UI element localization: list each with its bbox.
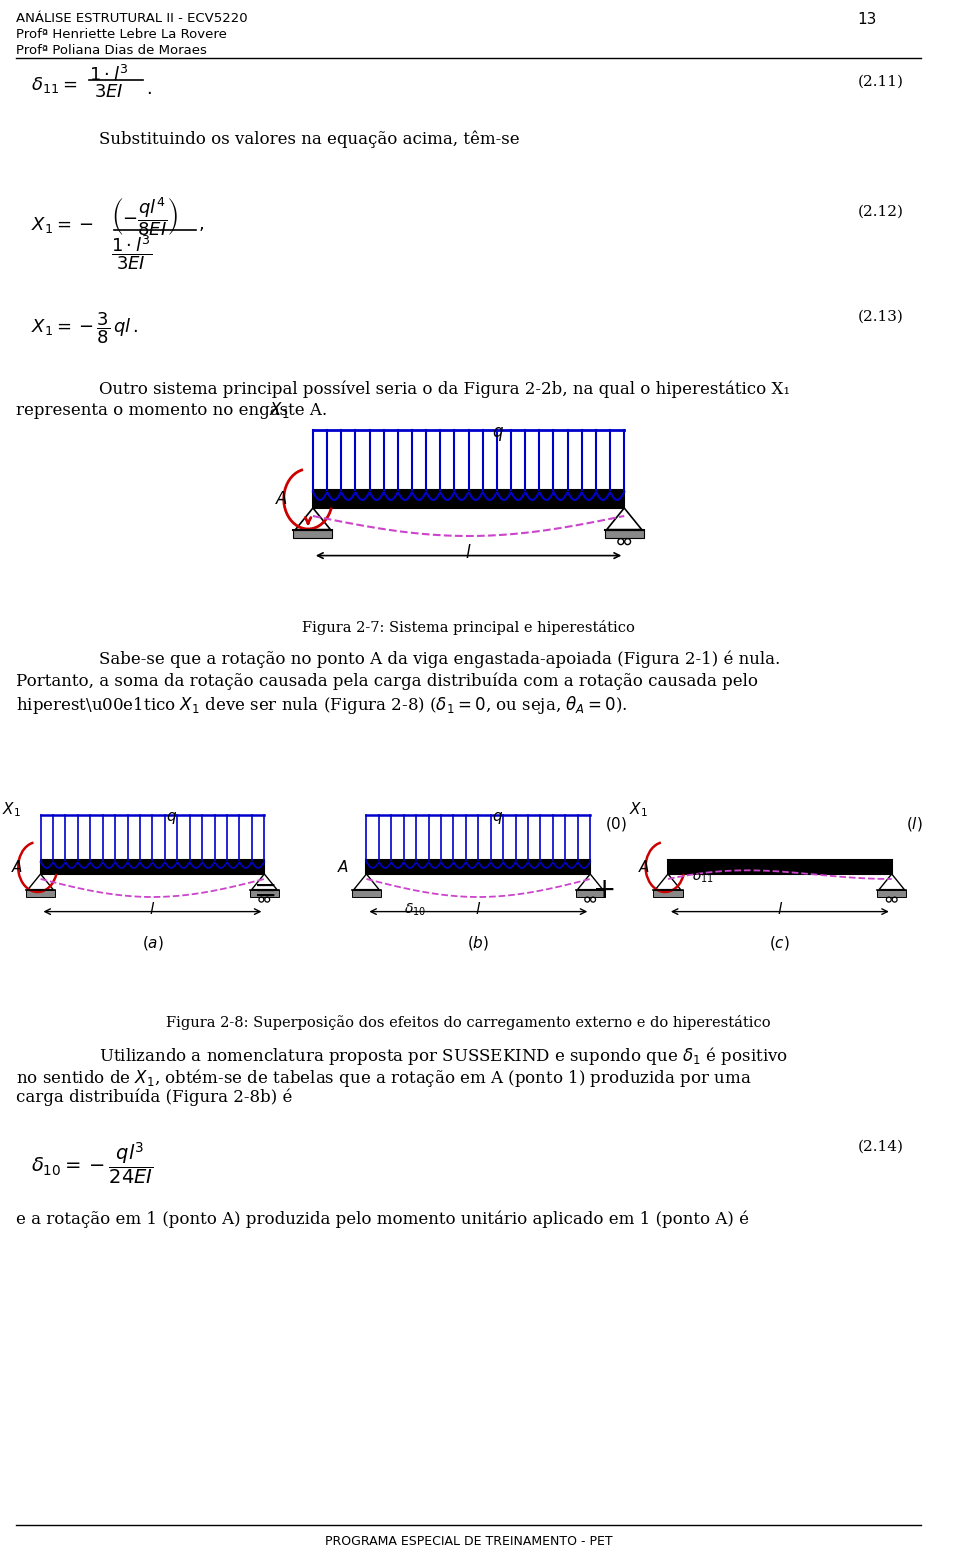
Text: $l$: $l$ xyxy=(475,900,481,917)
Text: e a rotação em 1 (ponto A) produzida pelo momento unitário aplicado em 1 (ponto : e a rotação em 1 (ponto A) produzida pel… xyxy=(16,1210,749,1227)
Text: $(b)$: $(b)$ xyxy=(468,934,490,951)
Text: $q$: $q$ xyxy=(492,425,504,444)
Bar xyxy=(250,889,279,897)
Text: hiperest\u00e1tico $X_1$ deve ser nula (Figura 2-8) ($\delta_1 = 0$, ou seja, $\: hiperest\u00e1tico $X_1$ deve ser nula (… xyxy=(16,694,628,716)
Text: $(c)$: $(c)$ xyxy=(769,934,790,951)
Text: Profª Poliana Dias de Moraes: Profª Poliana Dias de Moraes xyxy=(16,44,207,58)
Text: $\left(-\dfrac{ql^4}{8EI}\right)$: $\left(-\dfrac{ql^4}{8EI}\right)$ xyxy=(110,195,179,238)
Bar xyxy=(367,859,590,873)
Text: $X_1 = -$: $X_1 = -$ xyxy=(31,215,93,235)
Text: $l$: $l$ xyxy=(777,900,783,917)
Text: $q$: $q$ xyxy=(166,810,178,827)
Text: (2.14): (2.14) xyxy=(857,1140,903,1154)
Text: $\dfrac{1 \cdot l^3}{3EI}$: $\dfrac{1 \cdot l^3}{3EI}$ xyxy=(110,234,152,272)
Text: Portanto, a soma da rotação causada pela carga distribuída com a rotação causada: Portanto, a soma da rotação causada pela… xyxy=(16,673,758,690)
Text: $q$: $q$ xyxy=(492,810,503,827)
Bar xyxy=(26,889,55,897)
Text: $3EI$: $3EI$ xyxy=(94,83,124,101)
Bar xyxy=(352,889,381,897)
Bar xyxy=(40,859,264,873)
Polygon shape xyxy=(354,873,379,889)
Text: $1 \cdot l^3$: $1 \cdot l^3$ xyxy=(89,65,129,86)
Text: Utilizando a nomenclatura proposta por SUSSEKIND e supondo que $\delta_1$ é posi: Utilizando a nomenclatura proposta por S… xyxy=(99,1045,788,1067)
Text: $A$: $A$ xyxy=(276,490,289,508)
Text: (2.13): (2.13) xyxy=(857,310,903,324)
Text: Figura 2-8: Superposição dos efeitos do carregamento externo e do hiperestático: Figura 2-8: Superposição dos efeitos do … xyxy=(166,1015,771,1031)
Bar xyxy=(313,490,624,508)
Text: carga distribuída (Figura 2-8b) é: carga distribuída (Figura 2-8b) é xyxy=(16,1088,293,1107)
Text: $A$: $A$ xyxy=(638,859,651,875)
Bar xyxy=(294,529,332,537)
Polygon shape xyxy=(252,873,276,889)
Text: no sentido de $X_1$, obtém-se de tabelas que a rotação em A (ponto 1) produzida : no sentido de $X_1$, obtém-se de tabelas… xyxy=(16,1067,752,1088)
Text: $A$: $A$ xyxy=(11,859,23,875)
Text: $+$: $+$ xyxy=(591,877,614,903)
Text: $(l)$: $(l)$ xyxy=(906,814,924,833)
Text: $(0)$: $(0)$ xyxy=(605,814,627,833)
Text: Figura 2-7: Sistema principal e hiperestático: Figura 2-7: Sistema principal e hiperest… xyxy=(302,620,635,635)
Text: $\delta_{11}=$: $\delta_{11}=$ xyxy=(31,75,77,95)
Polygon shape xyxy=(578,873,603,889)
Text: $\delta_{11}$: $\delta_{11}$ xyxy=(692,869,714,886)
Text: $(a)$: $(a)$ xyxy=(141,934,163,951)
Text: Sabe-se que a rotação no ponto A da viga engastada-apoiada (Figura 2-1) é nula.: Sabe-se que a rotação no ponto A da viga… xyxy=(99,649,780,668)
Text: $A$: $A$ xyxy=(337,859,348,875)
Bar xyxy=(877,889,906,897)
Text: Substituindo os valores na equação acima, têm-se: Substituindo os valores na equação acima… xyxy=(99,129,519,148)
Polygon shape xyxy=(607,508,641,529)
Text: $.$: $.$ xyxy=(146,79,156,98)
Text: (2.11): (2.11) xyxy=(857,75,903,89)
Text: 13: 13 xyxy=(858,12,877,26)
Polygon shape xyxy=(296,508,330,529)
Text: $\delta_{10}$: $\delta_{10}$ xyxy=(404,902,426,919)
Text: $\delta_{10} = -\dfrac{ql^3}{24EI}$: $\delta_{10} = -\dfrac{ql^3}{24EI}$ xyxy=(31,1140,154,1186)
Polygon shape xyxy=(28,873,53,889)
Polygon shape xyxy=(879,873,904,889)
Bar xyxy=(654,889,683,897)
Polygon shape xyxy=(656,873,681,889)
Text: $,$: $,$ xyxy=(198,215,204,234)
Text: Profª Henriette Lebre La Rovere: Profª Henriette Lebre La Rovere xyxy=(16,28,228,40)
Text: $X_1$: $X_1$ xyxy=(630,800,648,819)
Bar xyxy=(668,859,892,873)
Text: $l$: $l$ xyxy=(150,900,156,917)
Text: ANÁLISE ESTRUTURAL II - ECV5220: ANÁLISE ESTRUTURAL II - ECV5220 xyxy=(16,12,248,25)
Text: (2.12): (2.12) xyxy=(857,206,903,220)
Text: PROGRAMA ESPECIAL DE TREINAMENTO - PET: PROGRAMA ESPECIAL DE TREINAMENTO - PET xyxy=(324,1535,612,1548)
Text: representa o momento no engaste A.: representa o momento no engaste A. xyxy=(16,402,327,419)
Bar xyxy=(576,889,605,897)
Text: $X_1$: $X_1$ xyxy=(2,800,21,819)
Text: Outro sistema principal possível seria o da Figura 2-2b, na qual o hiperestático: Outro sistema principal possível seria o… xyxy=(99,380,790,397)
Text: $X_1$: $X_1$ xyxy=(269,400,289,420)
Text: $l$: $l$ xyxy=(466,543,472,562)
Text: $X_1 = -\dfrac{3}{8}\,ql\,.$: $X_1 = -\dfrac{3}{8}\,ql\,.$ xyxy=(31,310,138,346)
Text: $\equiv$: $\equiv$ xyxy=(249,877,276,903)
Bar xyxy=(605,529,643,537)
